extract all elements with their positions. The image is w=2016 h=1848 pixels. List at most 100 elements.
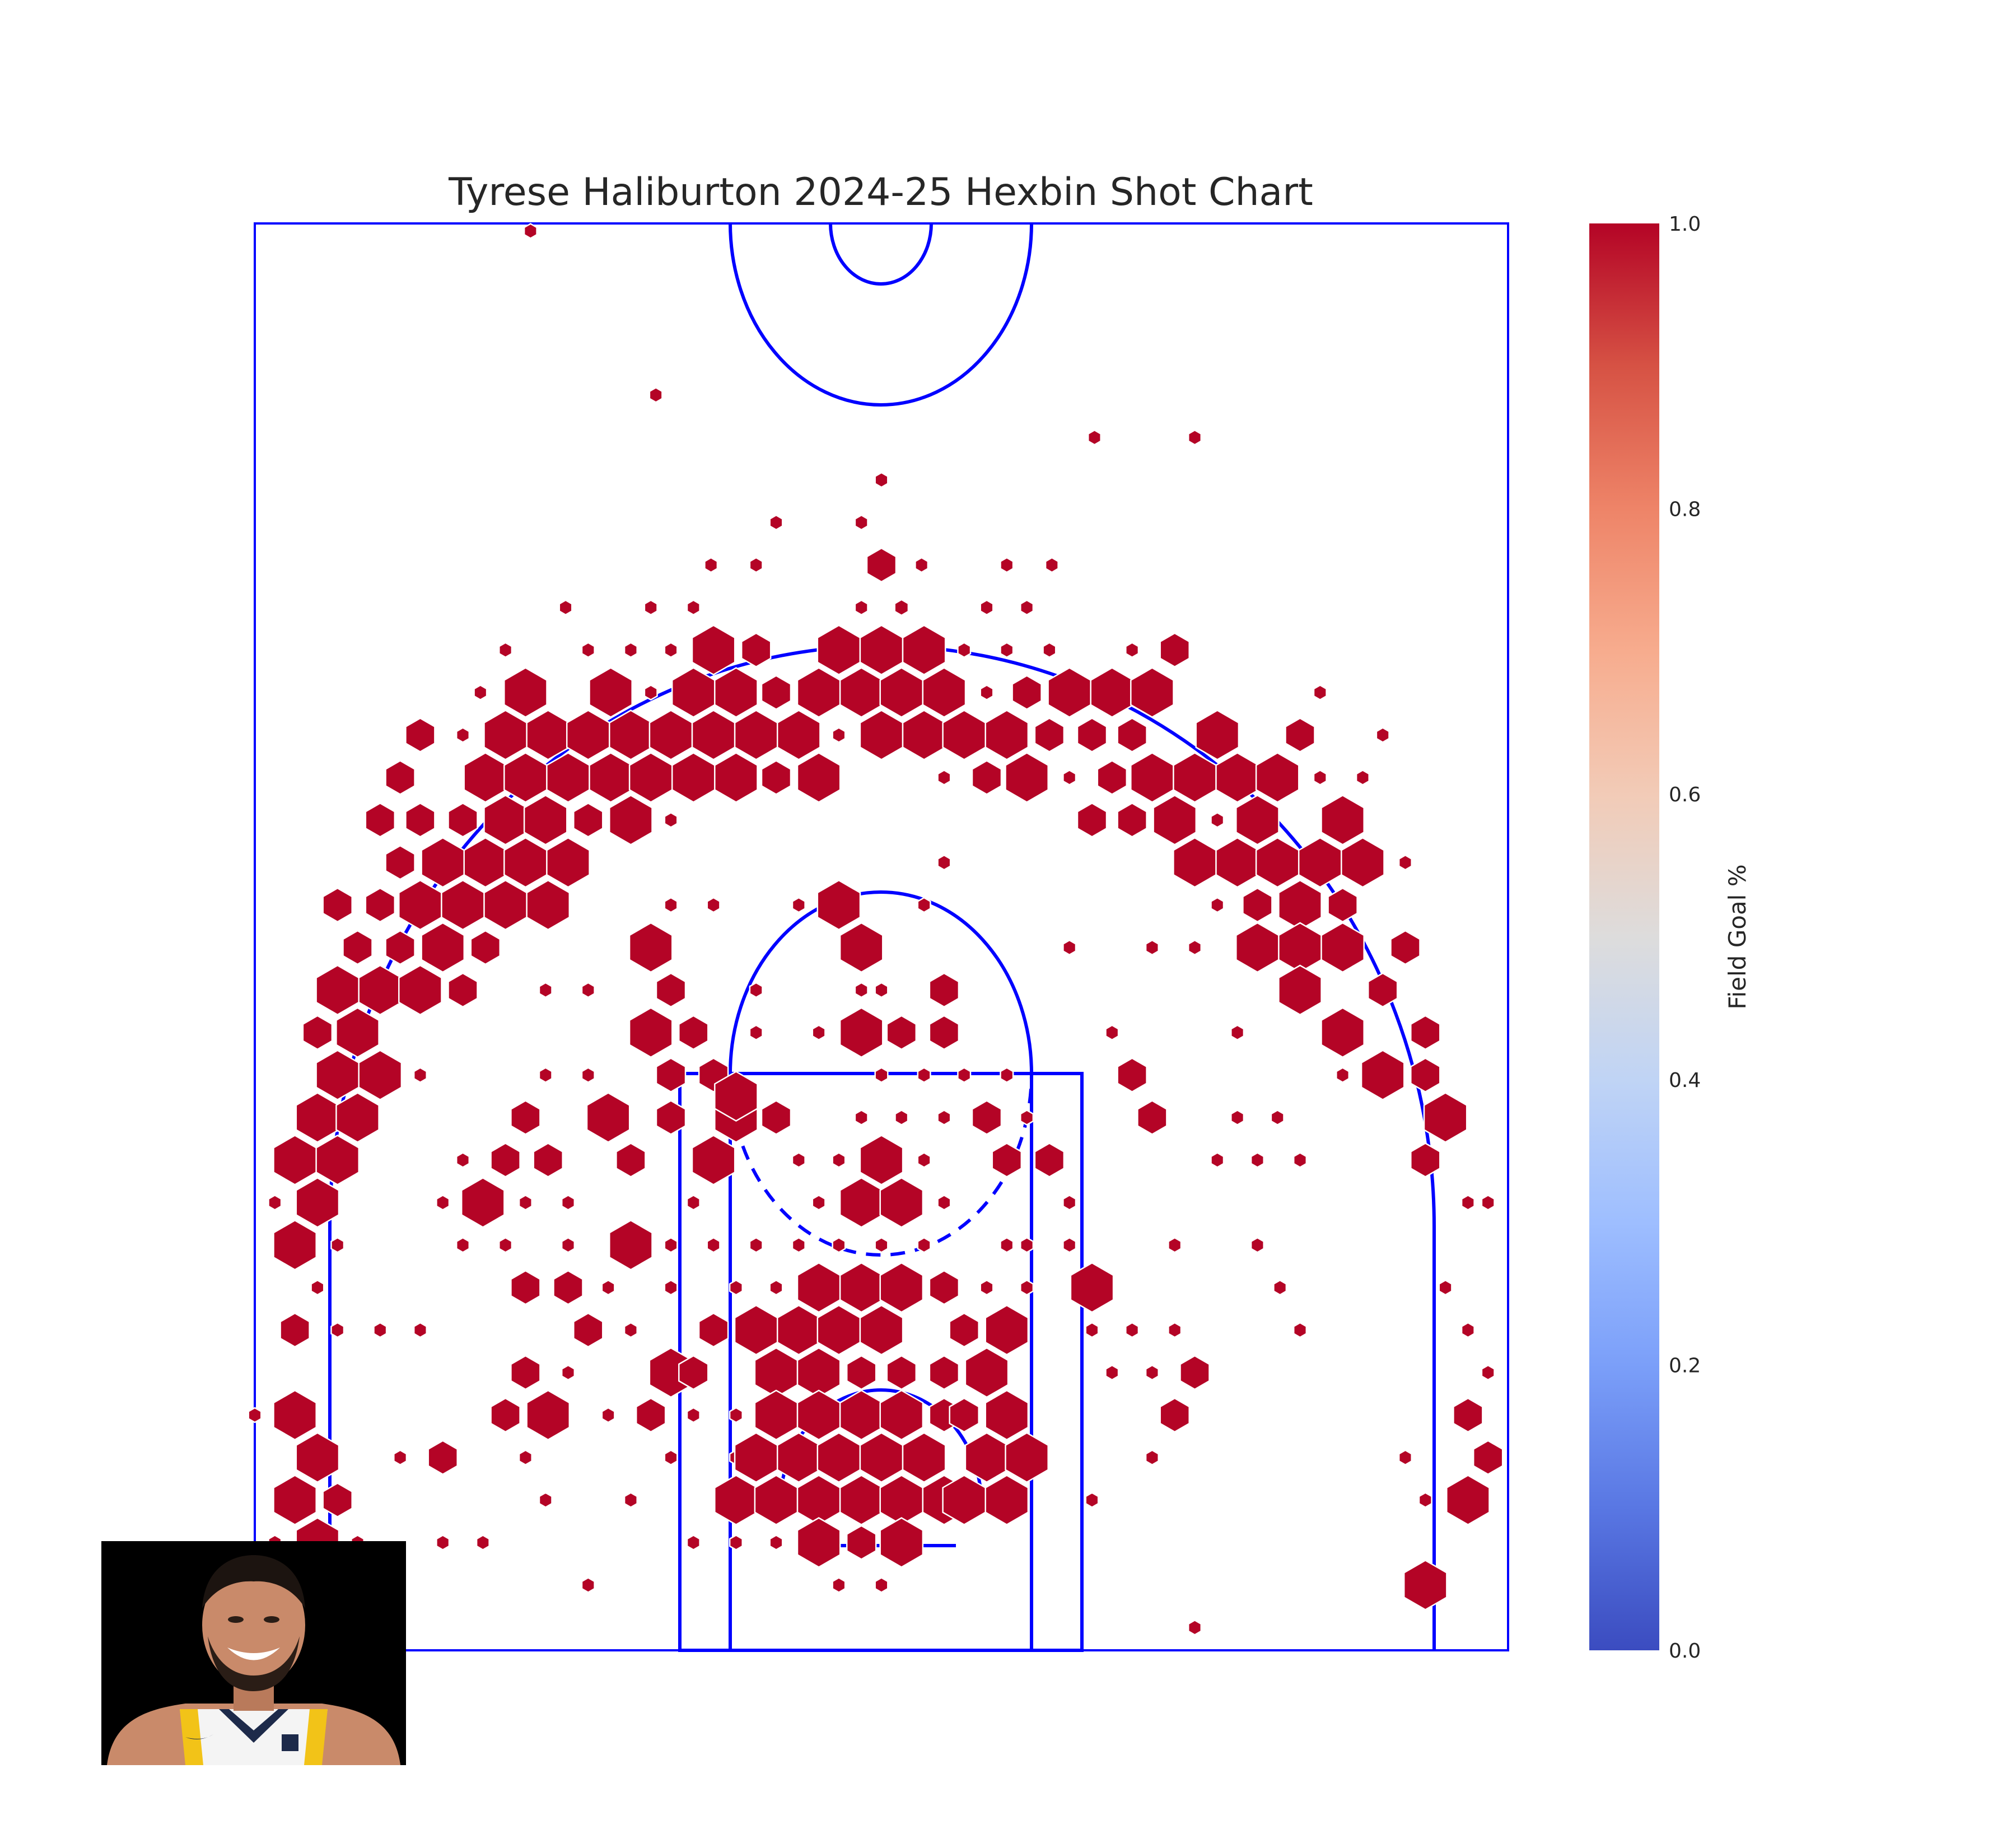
hex-bin: [811, 1024, 826, 1041]
hex-bin: [655, 1057, 687, 1093]
hex-bin: [917, 1152, 931, 1168]
hex-bin: [447, 972, 478, 1008]
hex-bin: [776, 710, 821, 760]
hex-bin: [1355, 769, 1370, 786]
hex-bin: [455, 727, 470, 743]
hex-bin: [1210, 897, 1225, 913]
hex-bin: [1481, 1364, 1495, 1381]
hex-bin: [866, 547, 897, 583]
hex-bin: [706, 1236, 721, 1253]
hex-bin: [643, 599, 658, 616]
hex-bin: [393, 1449, 408, 1466]
hex-bin: [729, 1407, 743, 1424]
hex-bin: [526, 1389, 571, 1441]
hex-bin: [928, 972, 960, 1008]
colorbar-tick-label: 0.6: [1669, 783, 1701, 806]
hex-bin: [776, 1304, 821, 1356]
hex-bin: [879, 667, 924, 718]
hex-bin: [1453, 1397, 1483, 1433]
hex-bin: [518, 1449, 533, 1466]
hex-bin: [749, 1236, 763, 1253]
hex-bin: [879, 1177, 924, 1228]
hex-bin: [791, 1152, 806, 1168]
hex-bin: [832, 1576, 846, 1593]
hex-bin: [526, 879, 571, 931]
hex-bin: [937, 769, 951, 786]
hex-bin: [749, 982, 763, 998]
hex-bin: [1085, 1492, 1099, 1509]
hexbin-layer: [248, 223, 1504, 1636]
hex-bin: [664, 1236, 678, 1253]
chart-title: Tyrese Haliburton 2024-25 Hexbin Shot Ch…: [448, 170, 1313, 214]
hex-bin: [796, 752, 841, 803]
hex-bin: [791, 1236, 806, 1253]
hex-bin: [1117, 717, 1147, 753]
hex-bin: [1285, 717, 1315, 753]
hex-bin: [413, 1322, 427, 1338]
hex-bin: [886, 1355, 917, 1390]
hex-bin: [1481, 1194, 1495, 1211]
hex-bin: [791, 897, 806, 913]
hex-bin: [475, 1534, 490, 1551]
hex-bin: [1145, 1449, 1159, 1466]
hex-bin: [573, 1312, 604, 1348]
hex-bin: [979, 684, 994, 701]
hex-bin: [714, 667, 758, 718]
hex-bin: [1410, 1142, 1441, 1178]
hex-bin: [1313, 769, 1327, 786]
hex-bin: [760, 675, 792, 711]
hex-bin: [902, 1432, 946, 1483]
hex-bin: [1000, 557, 1014, 573]
hex-bin: [546, 837, 590, 888]
hex-bin: [749, 1024, 763, 1041]
hex-bin: [315, 964, 360, 1016]
hex-bin: [942, 710, 987, 760]
hex-bin: [1298, 837, 1342, 888]
hex-bin: [1145, 1364, 1159, 1381]
hex-bin: [984, 1389, 1029, 1441]
hex-bin: [1270, 1109, 1285, 1126]
hex-bin: [664, 642, 678, 659]
hex-bin: [581, 642, 595, 659]
hex-bin: [874, 1576, 889, 1593]
hex-bin: [330, 1322, 345, 1338]
hex-bin: [441, 879, 485, 931]
hex-bin: [1460, 1322, 1475, 1338]
colorbar-tick-label: 0.4: [1669, 1069, 1701, 1092]
colorbar-ticks: 0.0 0.2 0.4 0.6 0.8 1.0: [1669, 213, 1701, 1663]
hex-bin: [273, 1389, 317, 1441]
colorbar-tick-label: 0.0: [1669, 1640, 1701, 1663]
hex-bin: [874, 982, 889, 998]
hex-bin: [917, 1067, 931, 1084]
hex-bin: [1000, 1067, 1014, 1084]
hex-bin: [1105, 1024, 1119, 1041]
hex-bin: [581, 1576, 595, 1593]
hex-bin: [342, 930, 373, 965]
hex-bin: [523, 223, 538, 240]
hex-bin: [1210, 811, 1225, 828]
hex-bin: [1090, 667, 1135, 718]
hex-bin: [664, 1279, 678, 1296]
hex-bin: [1398, 1449, 1412, 1466]
hex-bin: [734, 710, 778, 760]
hex-bin: [1320, 1007, 1365, 1058]
hex-bin: [623, 642, 638, 659]
hex-bin: [859, 624, 904, 676]
hex-bin: [1187, 429, 1202, 446]
hex-bin: [671, 752, 716, 803]
hex-bin: [436, 1194, 450, 1211]
hex-bin: [523, 794, 568, 846]
hex-bin: [874, 472, 889, 488]
hex-bin: [1235, 794, 1280, 846]
hex-bin: [886, 1015, 917, 1051]
hex-bin: [581, 982, 595, 998]
hex-bin: [902, 710, 946, 760]
hex-bin: [1168, 1322, 1182, 1338]
colorbar: [1589, 223, 1659, 1650]
hex-bin: [561, 1364, 576, 1381]
hex-bin: [839, 1474, 884, 1526]
hex-bin: [1117, 1057, 1147, 1093]
hex-bin: [1062, 1194, 1077, 1211]
hex-bin: [839, 1007, 884, 1058]
hex-bin: [839, 1262, 884, 1313]
